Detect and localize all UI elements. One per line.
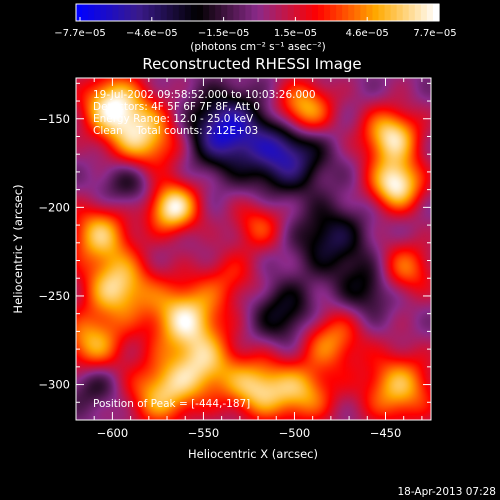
colorbar-cell xyxy=(330,4,337,21)
colorbar-cell xyxy=(305,4,313,21)
colorbar-cell xyxy=(178,4,186,21)
colorbar-cell xyxy=(160,4,168,21)
colorbar-cell xyxy=(172,4,180,21)
colorbar-cell xyxy=(239,4,246,21)
colorbar-cell xyxy=(257,4,265,21)
annotation-energy-range: Energy Range: 12.0 - 25.0 keV xyxy=(93,113,254,125)
colorbar-cell xyxy=(432,4,440,21)
colorbar-cell xyxy=(263,4,271,21)
colorbar-cell xyxy=(287,4,295,21)
colorbar-cell xyxy=(324,4,331,21)
colorbar-cell xyxy=(215,4,222,21)
colorbar-cell xyxy=(269,4,277,21)
colorbar-tick-label: 1.5e−05 xyxy=(274,28,317,39)
annotation-block: 19-Jul-2002 09:58:52.000 to 10:03:26.000… xyxy=(93,89,316,137)
colorbar-cell xyxy=(420,4,428,21)
colorbar-cell xyxy=(190,4,198,21)
colorbar-cell xyxy=(221,4,228,21)
y-tick-label: −250 xyxy=(38,289,70,303)
colorbar-tick-label: −4.6e−05 xyxy=(126,28,178,39)
colorbar-cell xyxy=(227,4,234,21)
colorbar-cell xyxy=(233,4,240,21)
colorbar-cell xyxy=(130,4,138,21)
colorbar-cell xyxy=(366,4,374,21)
colorbar-cell xyxy=(197,4,204,21)
colorbar-cell xyxy=(112,4,119,21)
colorbar-cell xyxy=(378,4,386,21)
colorbar-tick-label: −7.7e−05 xyxy=(54,28,106,39)
colorbar-cell xyxy=(154,4,162,21)
colorbar-cell xyxy=(203,4,210,21)
colorbar-cell xyxy=(402,4,410,21)
colorbar-cell xyxy=(390,4,398,21)
colorbar-cell xyxy=(372,4,380,21)
chart-title: Reconstructed RHESSI Image xyxy=(142,55,361,73)
colorbar-cell xyxy=(408,4,416,21)
colorbar-cell xyxy=(184,4,192,21)
y-tick-label: −200 xyxy=(38,200,70,214)
colorbar-tick-label: −1.5e−05 xyxy=(198,28,250,39)
peak-position-label: Position of Peak = [-444,-187] xyxy=(93,398,250,410)
x-tick-label: −450 xyxy=(370,426,402,440)
colorbar-cell xyxy=(124,4,132,21)
y-tick-label: −150 xyxy=(38,112,70,126)
colorbar-cell xyxy=(396,4,404,21)
colorbar-cell xyxy=(360,4,367,21)
colorbar-cell xyxy=(336,4,343,21)
colorbar-cell xyxy=(348,4,355,21)
colorbar-cell xyxy=(354,4,361,21)
colorbar-cell xyxy=(293,4,301,21)
x-tick-label: −550 xyxy=(188,426,220,440)
colorbar-cell xyxy=(94,4,101,21)
colorbar-tick-label: 4.6e−05 xyxy=(346,28,389,39)
colorbar-cell xyxy=(106,4,113,21)
colorbar-cell xyxy=(76,4,83,21)
colorbar: −7.7e−05 −4.6e−05 −1.5e−05 1.5e−05 4.6e−05 7.… xyxy=(54,3,457,53)
annotation-detectors: Detectors: 4F 5F 6F 7F 8F, Att 0 xyxy=(93,101,260,113)
y-axis: −150 −200 −250 −300 xyxy=(38,82,431,421)
colorbar-cell xyxy=(342,4,349,21)
colorbar-cell xyxy=(275,4,283,21)
colorbar-cell xyxy=(166,4,174,21)
annotation-time-range: 19-Jul-2002 09:58:52.000 to 10:03:26.000 xyxy=(93,89,316,101)
colorbar-cell xyxy=(318,4,325,21)
colorbar-cell xyxy=(299,4,307,21)
x-tick-label: −500 xyxy=(279,426,311,440)
plot-frame xyxy=(75,77,432,421)
colorbar-cell xyxy=(142,4,150,21)
x-tick-label: −600 xyxy=(97,426,129,440)
colorbar-unit-label: (photons cm⁻² s⁻¹ asec⁻²) xyxy=(190,41,325,53)
colorbar-cell xyxy=(384,4,392,21)
colorbar-cell xyxy=(136,4,144,21)
colorbar-cell xyxy=(311,4,319,21)
annotation-clean-counts: Clean Total counts: 2.12E+03 xyxy=(93,125,258,137)
y-tick-label: −300 xyxy=(38,378,70,392)
colorbar-cell xyxy=(426,4,434,21)
y-axis-label: Heliocentric Y (arcsec) xyxy=(11,184,25,313)
colorbar-cell xyxy=(100,4,107,21)
x-axis: −600 −550 −500 −450 xyxy=(75,78,423,440)
colorbar-cell xyxy=(281,4,289,21)
heatmap-image xyxy=(76,78,431,420)
colorbar-cell xyxy=(82,4,89,21)
colorbar-cell xyxy=(88,4,95,21)
colorbar-cell xyxy=(118,4,125,21)
colorbar-cell xyxy=(209,4,216,21)
colorbar-cell xyxy=(414,4,422,21)
colorbar-cell xyxy=(245,4,253,21)
footer-timestamp: 18-Apr-2013 07:28 xyxy=(397,486,496,498)
colorbar-cell xyxy=(148,4,156,21)
colorbar-tick-label: 7.7e−05 xyxy=(413,28,456,39)
colorbar-cell xyxy=(251,4,259,21)
x-axis-label: Heliocentric X (arcsec) xyxy=(188,447,318,461)
